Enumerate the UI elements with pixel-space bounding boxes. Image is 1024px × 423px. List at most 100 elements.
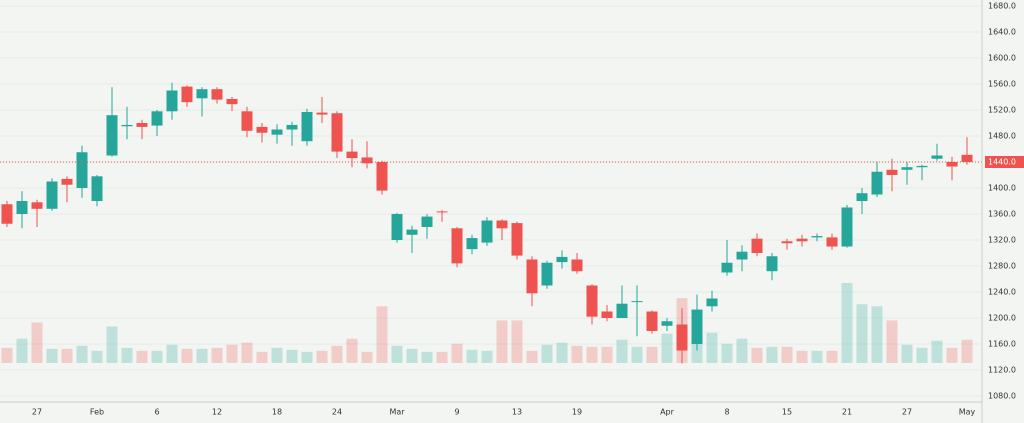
volume-bar <box>136 350 148 363</box>
volume-bar <box>181 348 193 363</box>
volume-bar <box>331 345 343 363</box>
candle-body <box>391 214 403 240</box>
candle-body <box>571 259 583 272</box>
volume-bar <box>391 345 403 363</box>
x-tick-label: 18 <box>272 408 282 417</box>
candle-body <box>421 216 433 227</box>
candle-body <box>646 311 658 331</box>
volume-bar <box>121 347 133 363</box>
candle-body <box>286 124 298 130</box>
candle-body <box>61 178 73 185</box>
y-tick-label: 1600.0 <box>988 54 1016 63</box>
volume-bar <box>556 342 568 363</box>
y-tick-label: 1120.0 <box>988 366 1016 375</box>
candle-body <box>676 324 688 351</box>
candle-body <box>46 181 58 209</box>
candle-body <box>331 113 343 152</box>
last-price-label: 1440.0 <box>988 158 1016 167</box>
y-tick-label: 1360.0 <box>988 210 1016 219</box>
x-tick-label: 19 <box>572 408 582 417</box>
candle-body <box>961 154 973 162</box>
x-tick-label: May <box>959 408 976 417</box>
candle-body <box>226 98 238 105</box>
volume-bar <box>421 351 433 363</box>
volume-bar <box>211 347 223 363</box>
volume-bar <box>106 326 118 363</box>
volume-bar <box>916 347 928 363</box>
volume-bar <box>16 338 28 363</box>
volume-bar <box>766 346 778 363</box>
volume-bar <box>826 350 838 363</box>
x-tick-label: 24 <box>332 408 342 417</box>
candle-body <box>196 89 208 99</box>
candle-body <box>826 237 838 247</box>
volume-bar <box>571 345 583 363</box>
volume-bar <box>841 283 853 363</box>
volume-bar <box>166 344 178 363</box>
volume-bar <box>736 338 748 363</box>
y-tick-label: 1200.0 <box>988 314 1016 323</box>
candle-layer <box>0 82 982 364</box>
candle-body <box>751 238 763 253</box>
candle-body <box>151 111 163 126</box>
candle-body <box>706 298 718 307</box>
candle-body <box>871 171 883 195</box>
candle-body <box>166 90 178 112</box>
volume-bar <box>196 348 208 363</box>
x-tick-label: Feb <box>90 408 104 417</box>
volume-bar <box>856 304 868 363</box>
x-tick-label: Mar <box>389 408 405 417</box>
candle-body <box>841 207 853 247</box>
candle-body <box>76 152 88 188</box>
volume-bar <box>931 340 943 363</box>
candle-body <box>721 262 733 273</box>
candle-body <box>376 162 388 191</box>
volume-bar <box>226 344 238 363</box>
x-tick-label: 27 <box>902 408 912 417</box>
volume-bar <box>436 351 448 363</box>
candle-body <box>406 229 418 235</box>
axis-layer: 1080.0 1120.0 1160.0 1200.0 1240.0 1280.0 1320… <box>32 2 1024 417</box>
candle-body <box>886 169 898 175</box>
candle-body <box>556 256 568 263</box>
volume-bar <box>496 320 508 363</box>
x-tick-label: Apr <box>660 408 675 417</box>
x-tick-label: 8 <box>724 408 729 417</box>
candle-body <box>661 321 673 326</box>
volume-bar <box>31 322 43 363</box>
volume-bar <box>466 349 478 363</box>
candle-body <box>946 162 958 167</box>
candle-body <box>766 256 778 272</box>
y-tick-label: 1560.0 <box>988 80 1016 89</box>
last-price-tag <box>985 156 1024 168</box>
candle-body <box>106 115 118 156</box>
candle-body <box>31 202 43 209</box>
volume-bar <box>646 346 658 363</box>
candle-body <box>271 129 283 135</box>
volume-bar <box>286 349 298 363</box>
candle-body <box>781 241 793 244</box>
candle-body <box>616 303 628 318</box>
volume-bar <box>721 343 733 363</box>
y-tick-label: 1320.0 <box>988 236 1016 245</box>
candle-body <box>91 176 103 201</box>
volume-bar <box>661 333 673 363</box>
candle-body <box>436 211 448 213</box>
x-tick-label: 15 <box>782 408 792 417</box>
volume-bar <box>511 320 523 363</box>
candle-body <box>691 309 703 344</box>
candle-body <box>466 238 478 250</box>
volume-bar <box>361 351 373 363</box>
volume-bar <box>631 346 643 363</box>
y-tick-label: 1680.0 <box>988 2 1016 11</box>
x-tick-label: 6 <box>154 408 159 417</box>
grid <box>0 5 982 397</box>
volume-bar <box>811 350 823 363</box>
y-tick-label: 1400.0 <box>988 184 1016 193</box>
candle-body <box>811 236 823 238</box>
x-tick-label: 21 <box>842 408 852 417</box>
volume-bar <box>526 350 538 363</box>
candle-body <box>601 311 613 318</box>
candle-body <box>346 151 358 159</box>
